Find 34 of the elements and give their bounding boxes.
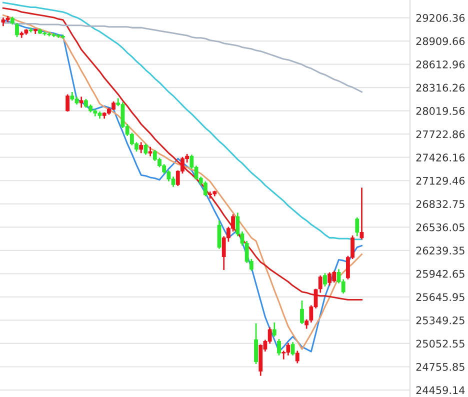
y-tick-label: 28909.66 bbox=[416, 37, 465, 46]
y-tick-label: 27129.46 bbox=[416, 176, 465, 185]
y-tick-label: 28612.96 bbox=[416, 60, 465, 68]
candlestick bbox=[66, 94, 70, 112]
candlestick bbox=[328, 272, 332, 286]
y-tick-label: 24459.14 bbox=[416, 386, 465, 394]
candlestick bbox=[15, 22, 19, 38]
candlestick bbox=[318, 274, 322, 294]
y-tick-label: 28019.56 bbox=[416, 107, 465, 115]
y-tick-label: 28316.26 bbox=[416, 84, 465, 92]
y-tick-label: 27722.86 bbox=[416, 130, 465, 138]
candlestick bbox=[323, 272, 327, 288]
candlestick bbox=[144, 143, 148, 156]
candlestick bbox=[254, 322, 258, 365]
candlestick bbox=[272, 322, 276, 338]
y-tick-label: 25052.55 bbox=[416, 340, 464, 348]
y-tick-label: 25645.95 bbox=[416, 293, 464, 302]
candlestick bbox=[139, 141, 144, 154]
y-tick-label: 25942.65 bbox=[416, 270, 464, 278]
y-tick-label: 27426.16 bbox=[416, 154, 465, 162]
y-tick-label: 25349.25 bbox=[416, 316, 464, 324]
y-tick-label: 26536.05 bbox=[416, 223, 464, 232]
y-tick-label: 26239.35 bbox=[416, 246, 464, 255]
y-tick-label: 26832.75 bbox=[416, 200, 464, 208]
candlestick bbox=[295, 350, 300, 364]
candlestick bbox=[277, 338, 281, 356]
candlestick bbox=[148, 146, 152, 157]
y-tick-label: 29206.36 bbox=[416, 14, 465, 22]
y-tick-label: 24755.85 bbox=[416, 362, 464, 371]
candlestick bbox=[355, 216, 360, 237]
candlestick bbox=[290, 341, 295, 356]
line-series bbox=[2, 7, 363, 301]
candlestick bbox=[300, 300, 304, 325]
candlestick bbox=[79, 96, 84, 108]
